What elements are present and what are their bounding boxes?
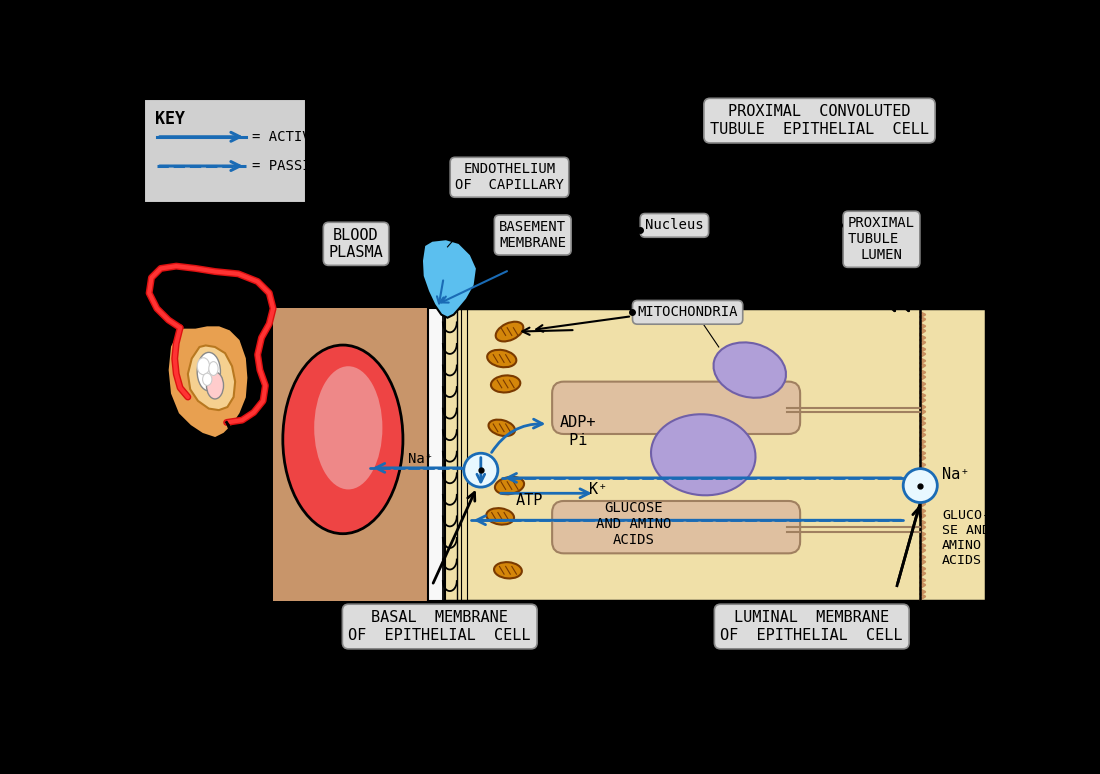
Text: = ACTIVE: = ACTIVE xyxy=(252,130,319,144)
Text: KEY: KEY xyxy=(154,110,185,128)
Ellipse shape xyxy=(486,509,514,525)
Text: Na⁺: Na⁺ xyxy=(408,452,433,466)
Text: MITOCHONDRIA: MITOCHONDRIA xyxy=(637,305,738,320)
Ellipse shape xyxy=(494,562,521,578)
Circle shape xyxy=(903,468,937,502)
Bar xyxy=(428,309,446,601)
Polygon shape xyxy=(188,345,235,410)
Ellipse shape xyxy=(651,414,756,495)
Text: ATP: ATP xyxy=(516,494,543,509)
Ellipse shape xyxy=(315,366,383,489)
Text: GLUCO-
SE AND
AMINO
ACIDS: GLUCO- SE AND AMINO ACIDS xyxy=(942,509,990,567)
Ellipse shape xyxy=(491,375,520,392)
Ellipse shape xyxy=(283,345,403,534)
Text: ADP+
 Pi: ADP+ Pi xyxy=(560,416,596,448)
Ellipse shape xyxy=(714,342,786,398)
Polygon shape xyxy=(170,327,246,436)
Text: PROXIMAL  CONVOLUTED
TUBULE  EPITHELIAL  CELL: PROXIMAL CONVOLUTED TUBULE EPITHELIAL CE… xyxy=(710,104,930,137)
Text: PROXIMAL
TUBULE  
LUMEN: PROXIMAL TUBULE LUMEN xyxy=(848,216,915,262)
Text: BLOOD
PLASMA: BLOOD PLASMA xyxy=(329,228,384,260)
FancyBboxPatch shape xyxy=(552,382,800,434)
Text: BASAL  MEMBRANE
OF  EPITHELIAL  CELL: BASAL MEMBRANE OF EPITHELIAL CELL xyxy=(349,611,531,642)
Ellipse shape xyxy=(487,350,516,367)
Text: LUMINAL  MEMBRANE
OF  EPITHELIAL  CELL: LUMINAL MEMBRANE OF EPITHELIAL CELL xyxy=(720,611,903,642)
Bar xyxy=(273,309,986,601)
Ellipse shape xyxy=(197,352,220,391)
Polygon shape xyxy=(422,239,477,317)
Circle shape xyxy=(464,454,498,487)
Ellipse shape xyxy=(496,322,524,341)
Bar xyxy=(144,99,307,203)
Ellipse shape xyxy=(207,372,223,399)
Text: ENDOTHELIUM
OF  CAPILLARY: ENDOTHELIUM OF CAPILLARY xyxy=(455,163,564,193)
Bar xyxy=(273,309,428,601)
Text: Nucleus: Nucleus xyxy=(645,218,704,232)
FancyBboxPatch shape xyxy=(552,501,800,553)
Text: BASEMENT
MEMBRANE: BASEMENT MEMBRANE xyxy=(499,220,566,250)
Text: K⁺: K⁺ xyxy=(588,482,607,497)
Text: Na⁺: Na⁺ xyxy=(942,467,969,481)
Ellipse shape xyxy=(488,420,515,436)
Ellipse shape xyxy=(495,477,524,495)
Text: GLUCOSE
AND AMINO
ACIDS: GLUCOSE AND AMINO ACIDS xyxy=(596,501,671,547)
Ellipse shape xyxy=(197,358,210,375)
Ellipse shape xyxy=(209,361,218,375)
Text: = PASSIVE: = PASSIVE xyxy=(252,159,328,173)
Ellipse shape xyxy=(202,373,212,385)
